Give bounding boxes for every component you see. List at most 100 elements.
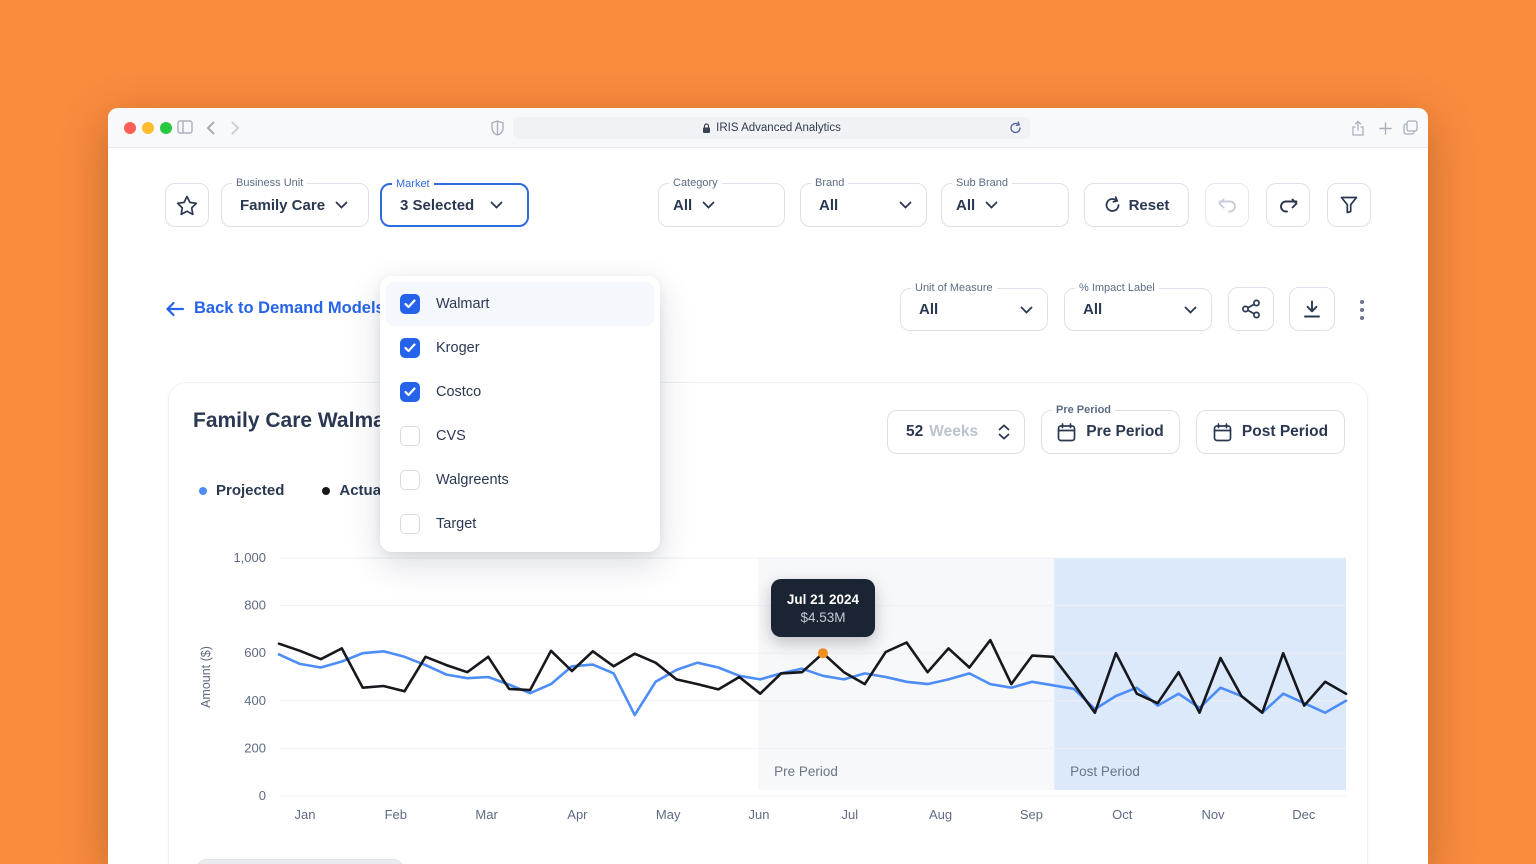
business-unit-label: Business Unit — [232, 177, 308, 189]
impact-label-select[interactable]: % Impact Label All — [1064, 282, 1212, 331]
sidebar-toggle-icon[interactable] — [177, 120, 193, 134]
actual-dot-icon — [322, 486, 331, 495]
svg-text:Nov: Nov — [1201, 807, 1225, 822]
unit-of-measure-label: Unit of Measure — [911, 282, 997, 294]
svg-text:200: 200 — [244, 740, 266, 755]
kebab-dot — [1360, 300, 1364, 304]
svg-text:Sep: Sep — [1020, 807, 1043, 822]
kebab-menu-button[interactable] — [1355, 295, 1369, 325]
category-label: Category — [669, 177, 722, 189]
favorite-button[interactable] — [165, 183, 209, 227]
close-window-button[interactable] — [124, 122, 136, 134]
chevron-down-icon — [1184, 306, 1197, 314]
chevron-down-icon — [702, 201, 715, 209]
back-navigation-icon[interactable] — [206, 121, 215, 135]
brand-value: All — [819, 196, 839, 214]
address-text: IRIS Advanced Analytics — [716, 122, 841, 134]
legend-projected-label: Projected — [216, 482, 285, 499]
share-button[interactable] — [1228, 287, 1274, 331]
pre-period-button[interactable]: Pre Period Pre Period — [1041, 404, 1180, 454]
chart-area[interactable]: 0 200 400 600 800 1,000 Jan Feb Mar Apr May Jun Jul A… — [197, 546, 1361, 831]
weeks-stepper[interactable]: 52 Weeks — [887, 410, 1025, 454]
svg-text:Mar: Mar — [475, 807, 498, 822]
unit-of-measure-value: All — [919, 301, 939, 318]
market-label: Market — [392, 178, 434, 190]
privacy-shield-icon[interactable] — [491, 120, 504, 136]
category-select[interactable]: Category All — [658, 177, 785, 227]
category-value: All — [673, 196, 693, 214]
undo-button[interactable] — [1205, 183, 1249, 227]
market-option-walmart[interactable]: Walmart — [386, 282, 654, 326]
svg-text:800: 800 — [244, 598, 266, 613]
partial-bottom-control[interactable] — [197, 859, 403, 864]
market-option-cvs[interactable]: CVS — [386, 414, 654, 458]
reset-button[interactable]: Reset — [1084, 183, 1189, 227]
checkbox-icon[interactable] — [400, 470, 420, 490]
market-option-target[interactable]: Target — [386, 502, 654, 546]
market-option-kroger[interactable]: Kroger — [386, 326, 654, 370]
post-period-button[interactable]: Post Period — [1196, 410, 1345, 454]
back-to-demand-models-link[interactable]: Back to Demand Models — [165, 299, 385, 318]
forward-navigation-icon[interactable] — [231, 121, 240, 135]
tab-overview-icon[interactable] — [1403, 120, 1418, 135]
legend-actual[interactable]: Actual — [322, 482, 385, 499]
checkbox-icon[interactable] — [400, 294, 420, 314]
new-tab-icon[interactable] — [1379, 122, 1392, 135]
zoom-window-button[interactable] — [160, 122, 172, 134]
legend-projected[interactable]: Projected — [199, 482, 284, 499]
address-bar[interactable]: IRIS Advanced Analytics — [513, 117, 1030, 139]
sub-brand-select[interactable]: Sub Brand All — [941, 177, 1069, 227]
market-option-costco[interactable]: Costco — [386, 370, 654, 414]
checkbox-icon[interactable] — [400, 426, 420, 446]
svg-text:Pre Period: Pre Period — [774, 764, 838, 779]
sub-brand-label: Sub Brand — [952, 177, 1012, 189]
stepper-arrows-icon[interactable] — [998, 424, 1010, 440]
market-dropdown-menu: Walmart Kroger Costco CVS Walgreents Tar… — [380, 276, 660, 552]
demand-chart-card: Family Care Walmart Projected Actual 52 … — [168, 382, 1368, 864]
redo-button[interactable] — [1266, 183, 1310, 227]
projected-dot-icon — [199, 486, 207, 495]
svg-text:Aug: Aug — [929, 807, 952, 822]
minimize-window-button[interactable] — [142, 122, 154, 134]
option-label: Walgreents — [436, 472, 509, 488]
back-link-label: Back to Demand Models — [194, 299, 385, 317]
option-label: CVS — [436, 428, 466, 444]
checkbox-icon[interactable] — [400, 382, 420, 402]
chevron-down-icon — [490, 201, 503, 209]
svg-text:Dec: Dec — [1292, 807, 1316, 822]
market-option-walgreens[interactable]: Walgreents — [386, 458, 654, 502]
chart-title: Family Care Walmart — [193, 409, 400, 432]
impact-label-label: % Impact Label — [1075, 282, 1159, 294]
option-label: Kroger — [436, 340, 480, 356]
share-page-icon[interactable] — [1351, 120, 1365, 137]
svg-text:Feb: Feb — [385, 807, 407, 822]
filter-button[interactable] — [1327, 183, 1371, 227]
reload-icon[interactable] — [1009, 121, 1022, 135]
tooltip-date: Jul 21 2024 — [786, 591, 859, 607]
redo-icon — [1279, 198, 1297, 212]
calendar-icon — [1213, 422, 1232, 441]
chart-legend: Projected Actual — [199, 482, 385, 499]
checkbox-icon[interactable] — [400, 514, 420, 534]
reset-icon — [1105, 196, 1119, 212]
business-unit-value: Family Care — [240, 196, 326, 214]
market-select[interactable]: Market 3 Selected — [380, 178, 529, 227]
business-unit-select[interactable]: Business Unit Family Care — [221, 177, 369, 227]
kebab-dot — [1360, 308, 1364, 312]
analytics-app: Business Unit Family Care Market 3 Selec… — [108, 148, 1428, 864]
svg-text:May: May — [656, 807, 681, 822]
brand-select[interactable]: Brand All — [800, 177, 927, 227]
browser-window: IRIS Advanced Analytics Business Unit Fa… — [108, 108, 1428, 864]
calendar-icon — [1057, 422, 1076, 441]
pre-period-floating-label: Pre Period — [1052, 404, 1116, 416]
reset-label: Reset — [1128, 196, 1170, 214]
checkbox-icon[interactable] — [400, 338, 420, 358]
svg-text:Oct: Oct — [1112, 807, 1133, 822]
chevron-down-icon — [335, 201, 348, 209]
option-label: Costco — [436, 384, 482, 400]
unit-of-measure-select[interactable]: Unit of Measure All — [900, 282, 1048, 331]
svg-text:400: 400 — [244, 693, 266, 708]
chevron-down-icon — [985, 201, 998, 209]
download-button[interactable] — [1289, 287, 1335, 331]
